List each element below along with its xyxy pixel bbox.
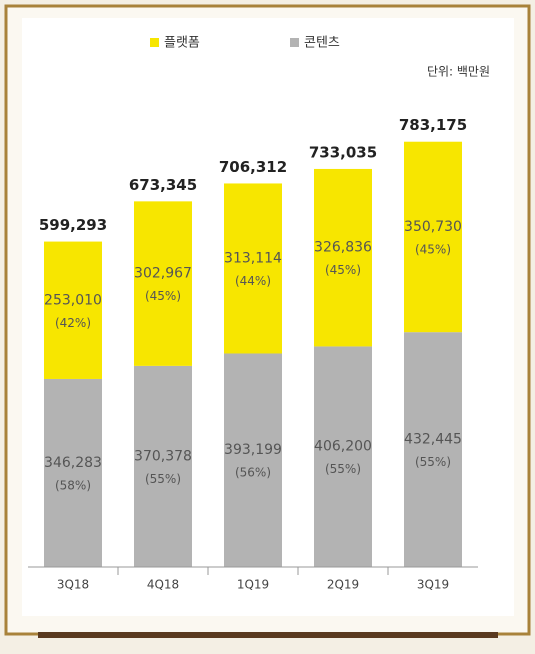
legend-swatch	[290, 38, 299, 47]
x-tick-label: 1Q19	[237, 578, 269, 592]
bar-segment	[44, 241, 102, 379]
x-tick-label: 2Q19	[327, 578, 359, 592]
share-label: (45%)	[325, 263, 361, 277]
share-label: (44%)	[235, 274, 271, 288]
share-label: (55%)	[415, 455, 451, 469]
bar-segment	[404, 332, 462, 567]
value-label: 350,730	[404, 219, 462, 235]
value-label: 326,836	[314, 240, 372, 256]
x-tick-label: 3Q18	[57, 578, 89, 592]
total-label: 599,293	[39, 216, 107, 234]
bar-segment	[224, 183, 282, 354]
share-label: (42%)	[55, 316, 91, 330]
legend-label: 콘텐츠	[304, 36, 340, 51]
share-label: (55%)	[145, 472, 181, 486]
legend-swatch	[150, 38, 159, 47]
total-label: 783,175	[399, 116, 467, 134]
value-label: 253,010	[44, 292, 102, 308]
x-tick-label: 3Q19	[417, 578, 449, 592]
bar-segment	[404, 141, 462, 333]
total-label: 706,312	[219, 158, 287, 176]
value-label: 406,200	[314, 439, 372, 455]
value-label: 432,445	[404, 432, 462, 448]
share-label: (58%)	[55, 478, 91, 492]
value-label: 370,378	[134, 448, 192, 464]
value-label: 302,967	[134, 266, 192, 282]
bar-segment	[314, 346, 372, 567]
share-label: (45%)	[145, 289, 181, 303]
bar-segment	[224, 353, 282, 567]
unit-label: 단위: 백만원	[427, 65, 490, 79]
value-label: 393,199	[224, 442, 282, 458]
value-label: 313,114	[224, 250, 282, 266]
bar-segment	[44, 378, 102, 567]
bar-segment	[314, 168, 372, 347]
stand	[38, 632, 498, 638]
bar-segment	[134, 201, 192, 366]
share-label: (56%)	[235, 466, 271, 480]
x-tick-label: 4Q18	[147, 578, 179, 592]
total-label: 673,345	[129, 176, 197, 194]
value-label: 346,283	[44, 455, 102, 471]
share-label: (55%)	[325, 462, 361, 476]
bar-segment	[134, 365, 192, 567]
total-label: 733,035	[309, 143, 377, 161]
legend-label: 플랫폼	[164, 36, 200, 51]
share-label: (45%)	[415, 242, 451, 256]
